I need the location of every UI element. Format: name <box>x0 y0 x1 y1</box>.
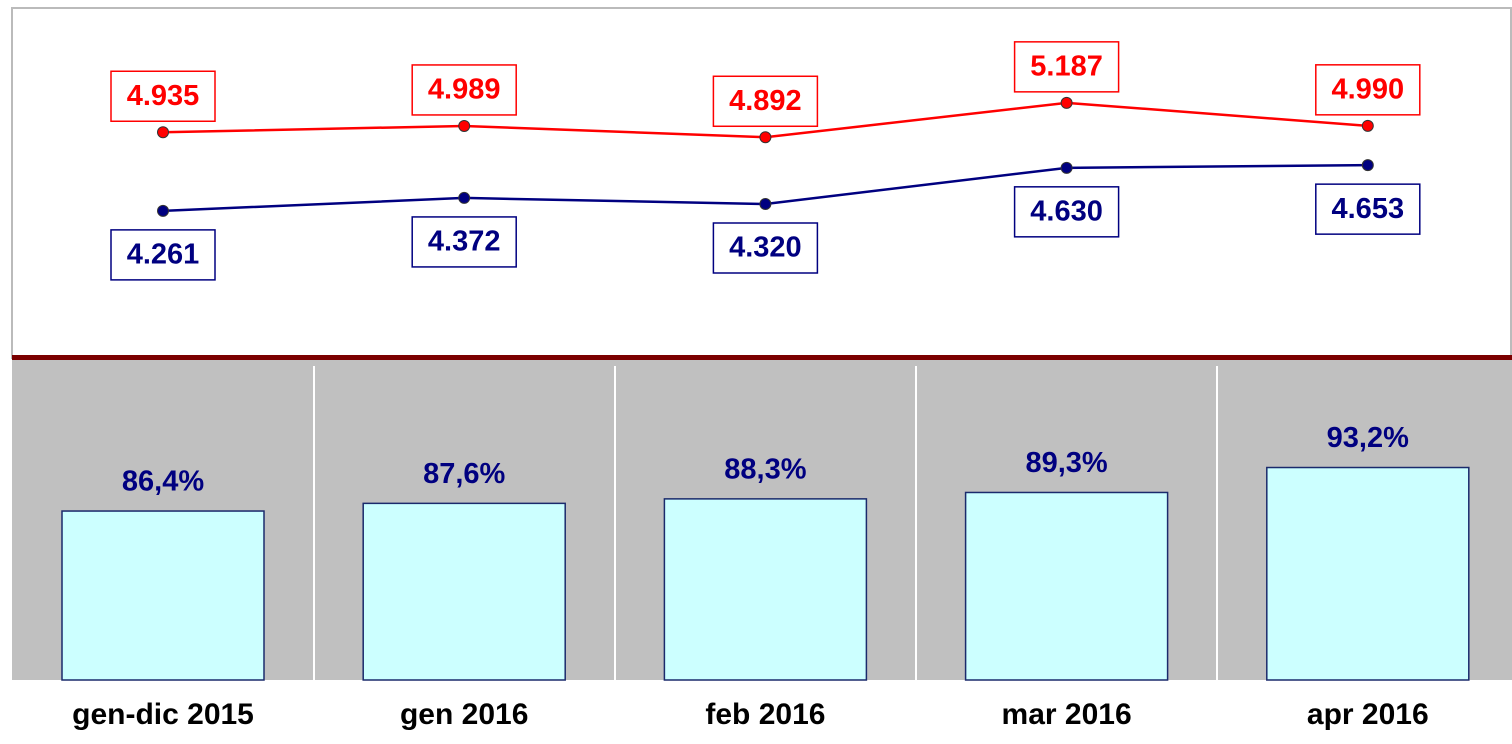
separators <box>313 366 1218 680</box>
bar <box>964 491 1169 681</box>
data-label: 4.653 <box>1332 193 1405 225</box>
x-tick-label: gen 2016 <box>400 698 528 731</box>
bar <box>61 510 265 681</box>
point <box>1361 159 1374 172</box>
point <box>1060 161 1073 174</box>
x-tick-label: gen-dic 2015 <box>72 698 254 731</box>
data-label: 87,6% <box>423 458 505 490</box>
label-box <box>1315 183 1421 235</box>
bar <box>663 498 868 681</box>
x-tick-label: mar 2016 <box>1002 698 1132 731</box>
divider <box>12 355 1512 360</box>
data-label: 88,3% <box>724 454 806 486</box>
data-label: 4.989 <box>428 74 501 106</box>
x-tick-label: apr 2016 <box>1307 698 1429 731</box>
point <box>1361 119 1374 132</box>
data-label: 4.261 <box>127 239 200 271</box>
point <box>157 204 169 217</box>
point <box>1060 96 1073 109</box>
data-label: 4.990 <box>1332 73 1405 105</box>
data-label: 89,3% <box>1025 447 1107 479</box>
point <box>458 119 471 132</box>
point <box>458 191 471 204</box>
line-panel <box>11 7 1512 359</box>
data-label: 5.187 <box>1030 51 1103 83</box>
data-label: 93,2% <box>1327 422 1409 454</box>
data-label: 4.630 <box>1030 195 1103 227</box>
label-box <box>1013 41 1120 93</box>
data-label: 4.935 <box>127 80 200 112</box>
label-box <box>712 222 819 274</box>
bar <box>362 502 566 681</box>
data-label: 4.892 <box>729 85 802 117</box>
label-box <box>1013 186 1120 238</box>
data-label: 86,4% <box>122 466 204 498</box>
data-label: 4.372 <box>428 226 501 258</box>
point <box>157 126 169 139</box>
data-label: 4.320 <box>729 232 802 264</box>
label-box <box>411 216 517 268</box>
x-tick-label: feb 2016 <box>705 698 825 731</box>
label-box <box>411 64 517 116</box>
point <box>759 198 772 210</box>
label-box <box>110 70 216 122</box>
label-box <box>110 229 216 281</box>
label-box <box>712 75 819 128</box>
label-box <box>1315 64 1421 116</box>
point <box>759 131 772 144</box>
bar <box>1266 466 1470 681</box>
